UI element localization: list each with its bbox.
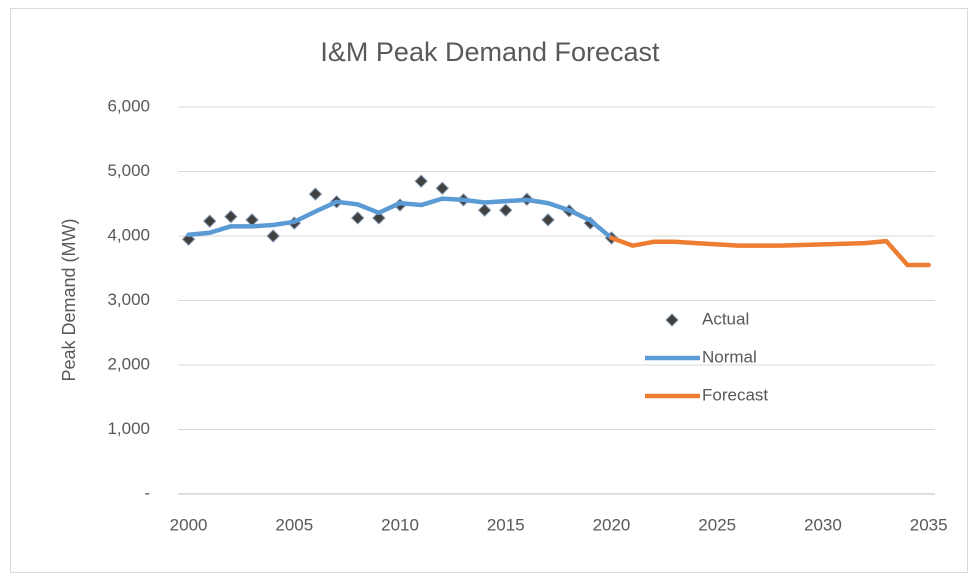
y-axis-label: Peak Demand (MW) — [59, 218, 79, 381]
data-point — [351, 211, 365, 225]
y-tick-label: 3,000 — [107, 290, 150, 309]
legend-label: Forecast — [702, 385, 768, 404]
series-line — [609, 235, 931, 268]
x-tick-label: 2005 — [275, 515, 313, 534]
data-point — [203, 214, 217, 228]
data-point — [308, 187, 323, 201]
chart-border — [10, 8, 968, 573]
legend-marker — [665, 313, 679, 327]
y-tick-label: 5,000 — [107, 161, 150, 180]
x-tick-label: 2030 — [804, 515, 842, 534]
data-point — [541, 213, 555, 227]
y-tick-label: 4,000 — [107, 225, 150, 244]
data-point — [181, 232, 196, 246]
legend-label: Normal — [702, 347, 757, 366]
data-point — [372, 211, 386, 225]
data-point — [435, 181, 450, 195]
y-tick-label: - — [144, 483, 150, 502]
x-tick-label: 2025 — [698, 515, 736, 534]
data-point — [499, 203, 513, 217]
y-tick-label: 2,000 — [107, 354, 150, 373]
y-tick-label: 1,000 — [107, 419, 150, 438]
x-tick-label: 2035 — [910, 515, 948, 534]
legend-label: Actual — [702, 309, 749, 328]
data-point — [477, 203, 492, 217]
x-tick-label: 2010 — [381, 515, 419, 534]
x-tick-label: 2020 — [593, 515, 631, 534]
data-point — [224, 209, 238, 224]
data-point — [266, 229, 280, 243]
x-tick-label: 2000 — [170, 515, 208, 534]
x-tick-label: 2015 — [487, 515, 525, 534]
chart-title: I&M Peak Demand Forecast — [320, 37, 660, 67]
data-point — [414, 174, 428, 188]
series-line — [186, 196, 614, 241]
y-tick-label: 6,000 — [107, 96, 150, 115]
